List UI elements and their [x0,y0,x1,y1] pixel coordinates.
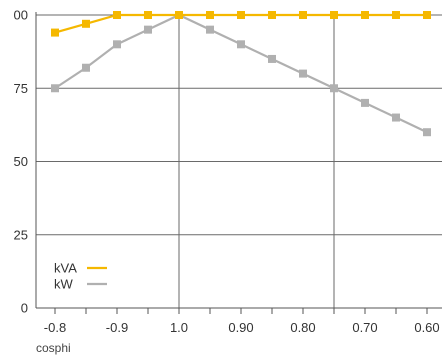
data-point-kw [144,25,152,34]
data-point-kw [113,40,121,49]
y-tick-label: 25 [14,227,28,242]
data-point-kva [237,11,245,19]
data-point-kva [268,11,276,19]
x-tick-label: 1.0 [170,320,188,335]
series-kw [51,11,431,137]
data-point-kva [361,11,369,19]
data-point-kva [423,11,431,19]
series [51,11,431,137]
data-point-kva [392,11,400,19]
grid [36,12,442,308]
y-tick-label: 50 [14,154,28,169]
data-point-kva [206,11,214,19]
series-kva [51,11,431,37]
series-line-kw [54,13,428,134]
x-tick-label: 0.80 [290,320,315,335]
data-point-kva [82,19,90,28]
data-point-kw [330,84,338,93]
y-tick-label: 0 [21,301,28,316]
data-point-kw [423,128,431,137]
legend-label-kva: kVA [54,261,77,276]
x-tick-label: 0.90 [228,320,253,335]
data-point-kva [144,11,152,19]
data-point-kw [361,98,369,107]
x-tick-label: 0.60 [414,320,439,335]
data-point-kva [51,28,59,37]
y-tick-label: 75 [14,81,28,96]
data-point-kva [175,11,183,19]
data-point-kw [268,54,276,63]
data-point-kw [392,113,400,122]
data-point-kva [330,11,338,19]
data-point-kva [113,11,121,19]
x-tick-label: 0.70 [352,320,377,335]
y-tick-labels: 0 25 50 75 00 [14,8,28,316]
data-point-kva [299,11,307,19]
data-point-kw [82,63,90,72]
data-point-kw [237,40,245,49]
x-tick-label: -0.9 [106,320,128,335]
data-point-kw [299,69,307,78]
x-tick-labels: -0.8 -0.9 1.0 0.90 0.80 0.70 0.60 [44,320,440,335]
axes [35,12,442,314]
x-tick-label: -0.8 [44,320,66,335]
y-tick-label: 00 [14,8,28,23]
data-point-kw [206,25,214,34]
x-axis-label: cosphi [36,341,71,355]
data-point-kw [51,84,59,93]
legend-label-kw: kW [54,277,74,292]
